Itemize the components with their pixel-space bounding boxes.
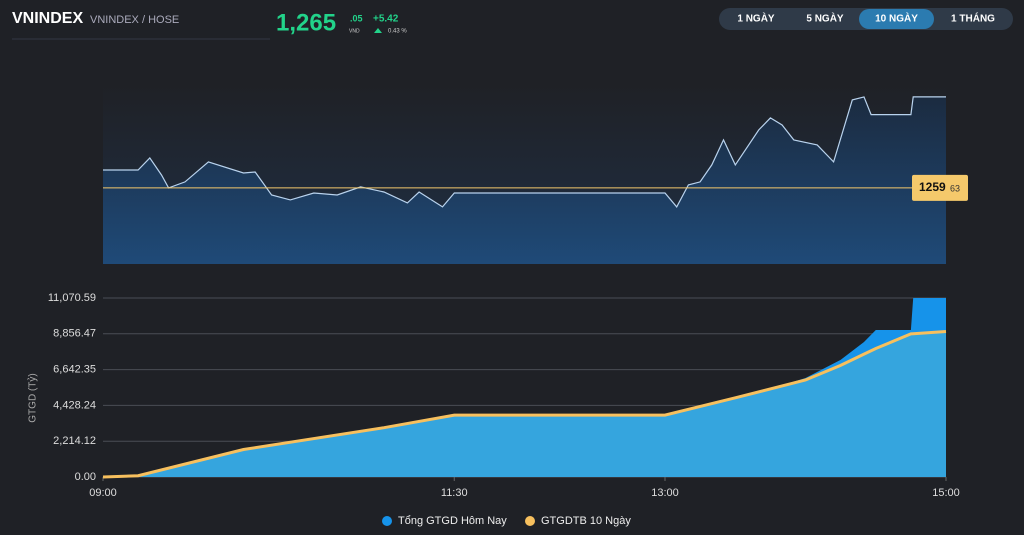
area-line: [102, 330, 947, 479]
change-pct: 0.43 %: [388, 29, 407, 35]
y-tick-label: 4,428.24: [53, 399, 96, 411]
x-tick-label: 09:00: [89, 487, 117, 499]
price: 1,265: [276, 9, 336, 36]
area: [103, 331, 946, 477]
tab[interactable]: 10 NGÀY: [875, 12, 918, 25]
tab[interactable]: 1 THÁNG: [951, 12, 995, 25]
legend-swatch: [382, 516, 392, 526]
exchange: VNINDEX / HOSE: [90, 14, 179, 26]
legend-label: Tổng GTGD Hôm Nay: [398, 515, 507, 527]
price-area: [103, 96, 946, 265]
symbol: VNINDEX: [12, 10, 83, 27]
legend-label: GTGDTB 10 Ngày: [541, 515, 631, 527]
y-axis-label: GTGD (Tỷ): [27, 373, 39, 422]
x-tick-label: 15:00: [932, 487, 960, 499]
price-decimal: .05: [350, 13, 363, 23]
tab[interactable]: 1 NGÀY: [737, 12, 775, 25]
x-tick-label: 13:00: [651, 487, 679, 499]
currency: VND: [349, 28, 360, 34]
y-tick-label: 6,642.35: [53, 364, 96, 376]
price-line: [103, 96, 946, 208]
tab-active[interactable]: [859, 9, 934, 29]
change: +5.42: [373, 14, 399, 25]
reference-label: 1259: [919, 180, 946, 194]
legend-swatch: [525, 516, 535, 526]
reference-decimal: 63: [950, 183, 960, 193]
tab[interactable]: 5 NGÀY: [806, 12, 844, 25]
x-tick-label: 11:30: [441, 487, 468, 499]
up-arrow: [374, 28, 382, 33]
y-tick-label: 0.00: [75, 471, 96, 483]
y-tick-label: 2,214.12: [53, 435, 96, 447]
reference-box: [912, 174, 968, 201]
y-tick-label: 11,070.59: [48, 292, 96, 304]
y-tick-label: 8,856.47: [53, 328, 96, 340]
